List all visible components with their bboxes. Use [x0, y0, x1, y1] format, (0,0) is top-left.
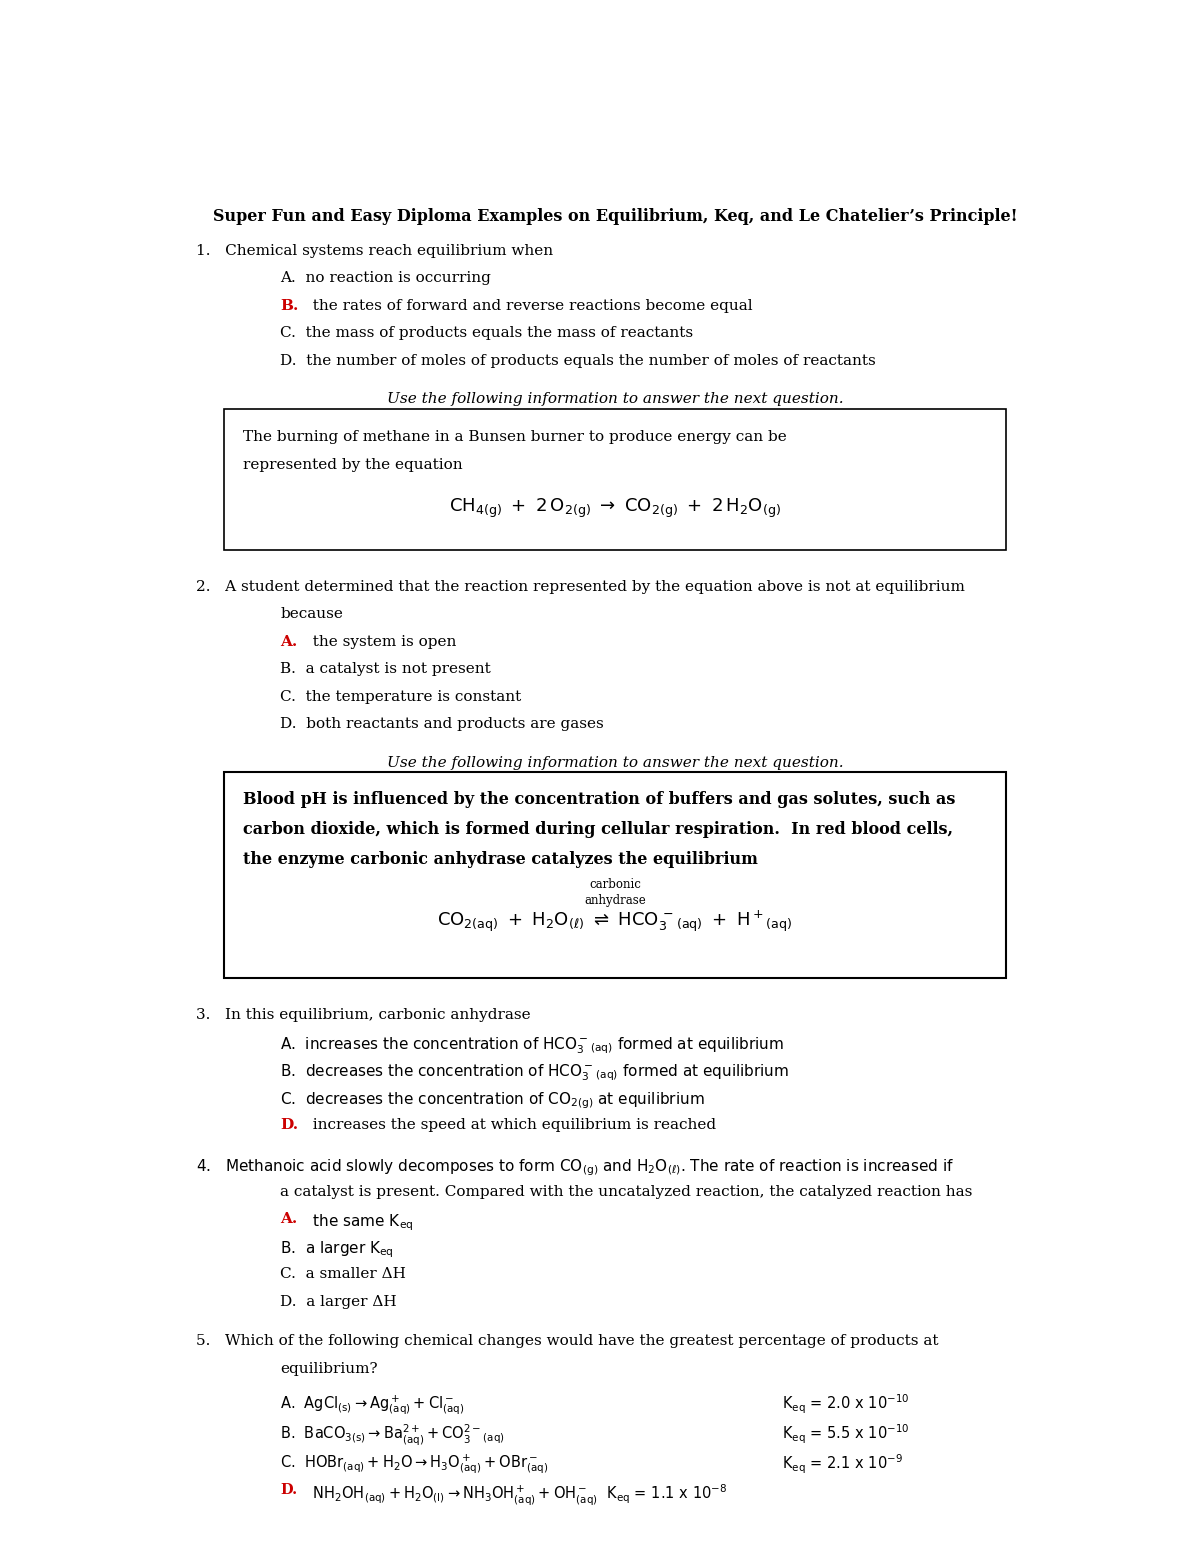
- Text: C.  decreases the concentration of $\mathrm{CO_{2(g)}}$ at equilibrium: C. decreases the concentration of $\math…: [281, 1090, 704, 1110]
- Text: $\mathrm{K_{eq}}$ = 2.0 x 10$^{-10}$: $\mathrm{K_{eq}}$ = 2.0 x 10$^{-10}$: [782, 1393, 910, 1416]
- Text: anhydrase: anhydrase: [584, 895, 646, 907]
- Text: B.: B.: [281, 298, 299, 312]
- Text: $\mathrm{K_{eq}}$ = 2.1 x 10$^{-9}$: $\mathrm{K_{eq}}$ = 2.1 x 10$^{-9}$: [782, 1452, 904, 1475]
- Text: the same $\mathrm{K_{eq}}$: the same $\mathrm{K_{eq}}$: [304, 1213, 414, 1233]
- Text: $\mathrm{NH_2OH_{(aq)} + H_2O_{(l)} \rightarrow NH_3OH^+_{(aq)} + OH^-_{(aq)}}$ : $\mathrm{NH_2OH_{(aq)} + H_2O_{(l)} \rig…: [304, 1483, 727, 1508]
- Text: $\mathrm{CH_{4(g)}\ +\ 2\,O_{2(g)}\ \rightarrow\ CO_{2(g)}\ +\ 2\,H_2O_{(g)}}$: $\mathrm{CH_{4(g)}\ +\ 2\,O_{2(g)}\ \rig…: [449, 497, 781, 520]
- Text: A.: A.: [281, 1213, 298, 1227]
- Text: carbonic: carbonic: [589, 877, 641, 890]
- Text: C.  the mass of products equals the mass of reactants: C. the mass of products equals the mass …: [281, 326, 694, 340]
- Text: because: because: [281, 607, 343, 621]
- Text: 2.   A student determined that the reaction represented by the equation above is: 2. A student determined that the reactio…: [197, 579, 965, 593]
- FancyBboxPatch shape: [224, 408, 1006, 550]
- Text: a catalyst is present. Compared with the uncatalyzed reaction, the catalyzed rea: a catalyst is present. Compared with the…: [281, 1185, 972, 1199]
- Text: $\mathrm{K_{eq}}$ = 5.5 x 10$^{-10}$: $\mathrm{K_{eq}}$ = 5.5 x 10$^{-10}$: [782, 1423, 910, 1446]
- Text: B.  decreases the concentration of $\mathrm{HCO_3^-{}_{(aq)}}$ formed at equilib: B. decreases the concentration of $\math…: [281, 1062, 790, 1084]
- Text: A.  $\mathrm{AgCl_{(s)} \rightarrow Ag^+_{(aq)} + Cl^-_{(aq)}}$: A. $\mathrm{AgCl_{(s)} \rightarrow Ag^+_…: [281, 1393, 464, 1416]
- Text: D.  both reactants and products are gases: D. both reactants and products are gases: [281, 717, 604, 731]
- Text: Use the following information to answer the next question.: Use the following information to answer …: [386, 756, 844, 770]
- Text: the rates of forward and reverse reactions become equal: the rates of forward and reverse reactio…: [304, 298, 754, 312]
- Text: C.  the temperature is constant: C. the temperature is constant: [281, 690, 522, 704]
- Text: D.  a larger ΔH: D. a larger ΔH: [281, 1295, 397, 1309]
- Text: 1.   Chemical systems reach equilibrium when: 1. Chemical systems reach equilibrium wh…: [197, 244, 553, 258]
- Text: A.  no reaction is occurring: A. no reaction is occurring: [281, 272, 491, 286]
- Text: equilibrium?: equilibrium?: [281, 1362, 378, 1376]
- Text: 5.   Which of the following chemical changes would have the greatest percentage : 5. Which of the following chemical chang…: [197, 1334, 940, 1348]
- Text: A.: A.: [281, 635, 298, 649]
- Text: Blood pH is influenced by the concentration of buffers and gas solutes, such as: Blood pH is influenced by the concentrat…: [242, 792, 955, 809]
- Text: the system is open: the system is open: [304, 635, 457, 649]
- Text: represented by the equation: represented by the equation: [242, 458, 463, 472]
- Text: D.: D.: [281, 1483, 298, 1497]
- Text: C.  $\mathrm{HOBr_{(aq)} + H_2O \rightarrow H_3O^+_{(aq)} + OBr^-_{(aq)}}$: C. $\mathrm{HOBr_{(aq)} + H_2O \rightarr…: [281, 1452, 548, 1477]
- Text: carbon dioxide, which is formed during cellular respiration.  In red blood cells: carbon dioxide, which is formed during c…: [242, 822, 953, 839]
- Text: $\mathrm{CO_{2(aq)}\ +\ H_2O_{(\ell)}\ \rightleftharpoons\ HCO_3^{\,-}{}_{(aq)}\: $\mathrm{CO_{2(aq)}\ +\ H_2O_{(\ell)}\ \…: [437, 909, 793, 933]
- Text: The burning of methane in a Bunsen burner to produce energy can be: The burning of methane in a Bunsen burne…: [242, 430, 787, 444]
- Text: the enzyme carbonic anhydrase catalyzes the equilibrium: the enzyme carbonic anhydrase catalyzes …: [242, 851, 758, 868]
- Text: D.  the number of moles of products equals the number of moles of reactants: D. the number of moles of products equal…: [281, 354, 876, 368]
- Text: B.  a larger $\mathrm{K_{eq}}$: B. a larger $\mathrm{K_{eq}}$: [281, 1239, 394, 1261]
- Text: B.  $\mathrm{BaCO_{3(s)} \rightarrow Ba^{2+}_{(aq)} + CO_3^{2-}{}_{(aq)}}$: B. $\mathrm{BaCO_{3(s)} \rightarrow Ba^{…: [281, 1423, 505, 1447]
- Text: Use the following information to answer the next question.: Use the following information to answer …: [386, 391, 844, 405]
- Text: 4.   Methanoic acid slowly decomposes to form $\mathrm{CO_{(g)}}$ and $\mathrm{H: 4. Methanoic acid slowly decomposes to f…: [197, 1157, 954, 1179]
- Text: Super Fun and Easy Diploma Examples on Equilibrium, Keq, and Le Chatelier’s Prin: Super Fun and Easy Diploma Examples on E…: [212, 208, 1018, 225]
- Text: B.  a catalyst is not present: B. a catalyst is not present: [281, 662, 491, 676]
- Text: 3.   In this equilibrium, carbonic anhydrase: 3. In this equilibrium, carbonic anhydra…: [197, 1008, 532, 1022]
- Text: D.: D.: [281, 1118, 299, 1132]
- Text: increases the speed at which equilibrium is reached: increases the speed at which equilibrium…: [304, 1118, 716, 1132]
- FancyBboxPatch shape: [224, 772, 1006, 978]
- Text: A.  increases the concentration of $\mathrm{HCO_3^-{}_{(aq)}}$ formed at equilib: A. increases the concentration of $\math…: [281, 1036, 784, 1056]
- Text: C.  a smaller ΔH: C. a smaller ΔH: [281, 1267, 406, 1281]
